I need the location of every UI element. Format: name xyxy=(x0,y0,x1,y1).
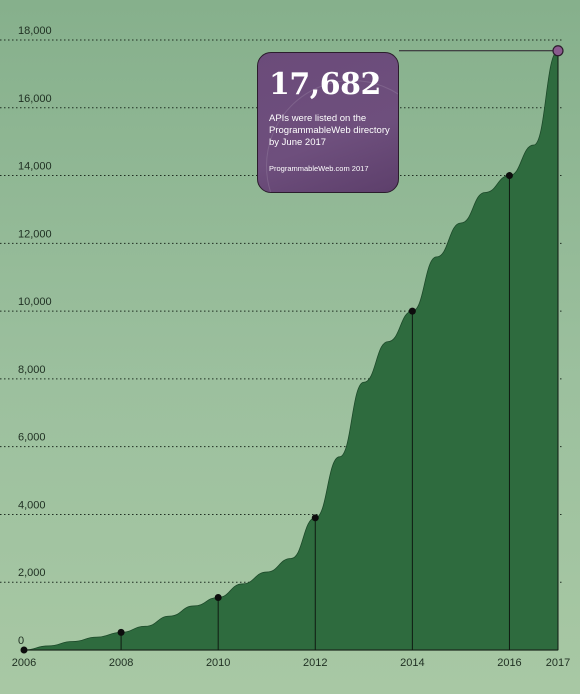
y-tick-label-2: 4,000 xyxy=(18,499,46,511)
y-tick-label-1: 2,000 xyxy=(18,567,46,579)
point-2010 xyxy=(214,593,222,601)
y-tick-label-9: 18,000 xyxy=(18,25,52,37)
callout-box: 17,682 APIs were listed on the Programma… xyxy=(257,52,399,193)
point-2014 xyxy=(408,307,416,315)
point-2012 xyxy=(311,514,319,522)
y-tick-label-3: 6,000 xyxy=(18,432,46,444)
x-tick-labels: 2006 2008 2010 2012 2014 2016 2017 xyxy=(12,657,570,669)
y-tick-label-4: 8,000 xyxy=(18,364,46,376)
point-2006 xyxy=(20,646,28,654)
drop-lines xyxy=(120,50,559,650)
y-tick-label-0: 0 xyxy=(18,635,24,647)
data-points xyxy=(20,45,564,654)
x-tick-label-5: 2016 xyxy=(497,657,521,669)
point-2016 xyxy=(505,172,513,180)
callout-text: APIs were listed on the ProgrammableWeb … xyxy=(269,113,390,148)
x-tick-label-0: 2006 xyxy=(12,657,36,669)
point-2017 xyxy=(552,45,564,57)
x-tick-label-1: 2008 xyxy=(109,657,133,669)
y-tick-label-7: 14,000 xyxy=(18,161,52,173)
y-tick-label-5: 10,000 xyxy=(18,296,52,308)
y-tick-label-8: 16,000 xyxy=(18,93,52,105)
callout-source: ProgrammableWeb.com 2017 xyxy=(269,164,369,173)
x-tick-label-3: 2012 xyxy=(303,657,327,669)
point-2008 xyxy=(117,628,125,636)
callout-number: 17,682 xyxy=(269,67,381,102)
x-tick-label-6: 2017 xyxy=(546,657,570,669)
x-tick-label-2: 2010 xyxy=(206,657,230,669)
x-tick-label-4: 2014 xyxy=(400,657,424,669)
y-tick-labels: 0 2,000 4,000 6,000 8,000 10,000 12,000 14,000 1… xyxy=(18,25,52,647)
y-tick-label-6: 12,000 xyxy=(18,228,52,240)
